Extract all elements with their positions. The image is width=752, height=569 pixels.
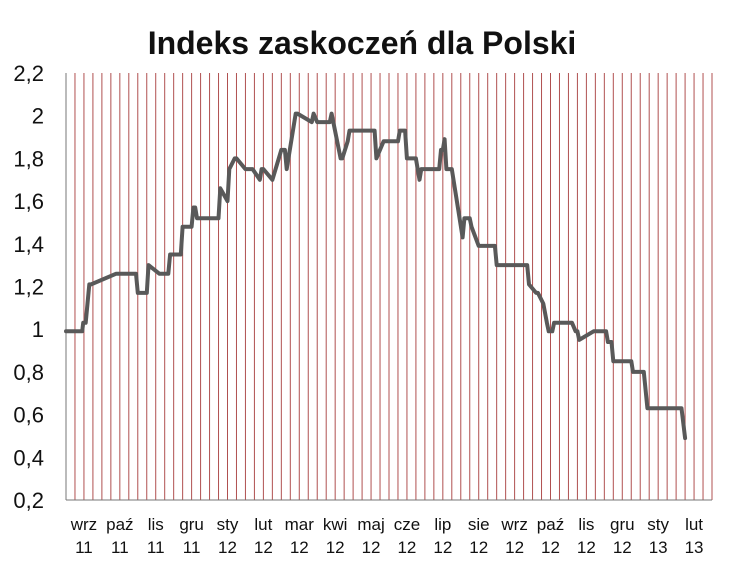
y-tick-label: 0,4 bbox=[13, 445, 44, 470]
x-tick-month: paź bbox=[106, 515, 133, 534]
x-tick-month: mar bbox=[285, 515, 315, 534]
x-tick-year: 12 bbox=[326, 538, 345, 557]
x-tick-year: 12 bbox=[505, 538, 524, 557]
x-tick-year: 12 bbox=[362, 538, 381, 557]
x-tick-year: 12 bbox=[541, 538, 560, 557]
x-tick-month: lut bbox=[254, 515, 272, 534]
y-tick-label: 1,8 bbox=[13, 146, 44, 171]
y-tick-label: 0,6 bbox=[13, 403, 44, 428]
chart-title: Indeks zaskoczeń dla Polski bbox=[148, 25, 577, 61]
x-tick-month: lut bbox=[685, 515, 703, 534]
x-tick-month: cze bbox=[394, 515, 420, 534]
x-tick-year: 12 bbox=[397, 538, 416, 557]
x-tick-month: sty bbox=[217, 515, 239, 534]
x-tick-month: sty bbox=[647, 515, 669, 534]
y-tick-label: 2 bbox=[32, 104, 44, 129]
y-tick-label: 2,2 bbox=[13, 61, 44, 86]
x-tick-month: lis bbox=[578, 515, 594, 534]
x-tick-year: 12 bbox=[433, 538, 452, 557]
vertical-grid bbox=[65, 73, 713, 500]
x-tick-year: 12 bbox=[290, 538, 309, 557]
x-tick-month: kwi bbox=[323, 515, 348, 534]
x-tick-month: sie bbox=[468, 515, 490, 534]
y-tick-label: 1,6 bbox=[13, 189, 44, 214]
y-tick-label: 1,2 bbox=[13, 275, 44, 300]
x-tick-labels: wrz 11 paź 11 lis 11 gru 11 sty 12 lut 12 mar 12 kwi 12… bbox=[70, 515, 704, 557]
x-tick-year: 12 bbox=[469, 538, 488, 557]
y-tick-label: 1,4 bbox=[13, 232, 44, 257]
x-tick-year: 11 bbox=[183, 538, 201, 557]
x-tick-year: 12 bbox=[218, 538, 237, 557]
x-tick-year: 13 bbox=[685, 538, 704, 557]
x-tick-month: gru bbox=[179, 515, 204, 534]
y-tick-label: 0,8 bbox=[13, 360, 44, 385]
x-tick-month: paź bbox=[537, 515, 564, 534]
x-tick-month: gru bbox=[610, 515, 635, 534]
x-tick-month: wrz bbox=[500, 515, 527, 534]
y-tick-label: 1 bbox=[32, 317, 44, 342]
x-tick-year: 11 bbox=[147, 538, 165, 557]
y-tick-label: 0,2 bbox=[13, 488, 44, 513]
x-tick-year: 11 bbox=[111, 538, 129, 557]
x-tick-year: 12 bbox=[254, 538, 273, 557]
series-line bbox=[64, 111, 688, 441]
x-tick-year: 11 bbox=[75, 538, 93, 557]
x-tick-year: 12 bbox=[577, 538, 596, 557]
x-tick-month: lis bbox=[148, 515, 164, 534]
x-tick-month: lip bbox=[434, 515, 451, 534]
x-tick-month: wrz bbox=[70, 515, 97, 534]
x-tick-month: maj bbox=[357, 515, 384, 534]
y-tick-labels: 0,2 0,4 0,6 0,8 1 1,2 1,4 1,6 1,8 2 2,2 bbox=[13, 61, 44, 513]
x-tick-year: 12 bbox=[613, 538, 632, 557]
x-tick-year: 13 bbox=[649, 538, 668, 557]
